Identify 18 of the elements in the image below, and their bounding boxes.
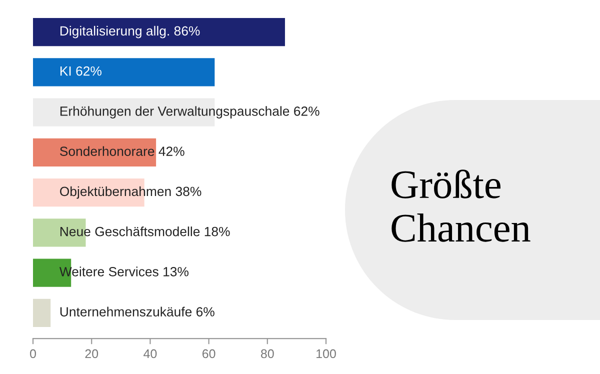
x-tick-label: 60 — [202, 349, 216, 358]
x-tick-label: 0 — [30, 349, 36, 358]
text: Größte Chancen — [392, 170, 530, 242]
bar — [33, 18, 285, 46]
bar — [33, 58, 215, 86]
bar — [33, 298, 51, 327]
category-label: Unternehmenszukäufe 6% — [60, 306, 214, 316]
x-tick-label: 100 — [316, 349, 336, 358]
category-label: Sonderhonorare 42% — [60, 146, 184, 156]
bar — [33, 138, 156, 166]
category-label: Digitalisierung allg. 86% — [60, 26, 200, 38]
category-label: KI 62% — [60, 66, 102, 76]
x-tick-label: 20 — [85, 349, 98, 358]
x-tick-label: 40 — [144, 349, 157, 358]
category-label: Neue Geschäftsmodelle 18% — [60, 226, 230, 236]
category-label: Erhöhungen der Verwaltungspauschale 62% — [60, 106, 320, 118]
x-tick-label: 80 — [260, 349, 274, 358]
category-label: Objektübernahmen 38% — [60, 186, 202, 199]
